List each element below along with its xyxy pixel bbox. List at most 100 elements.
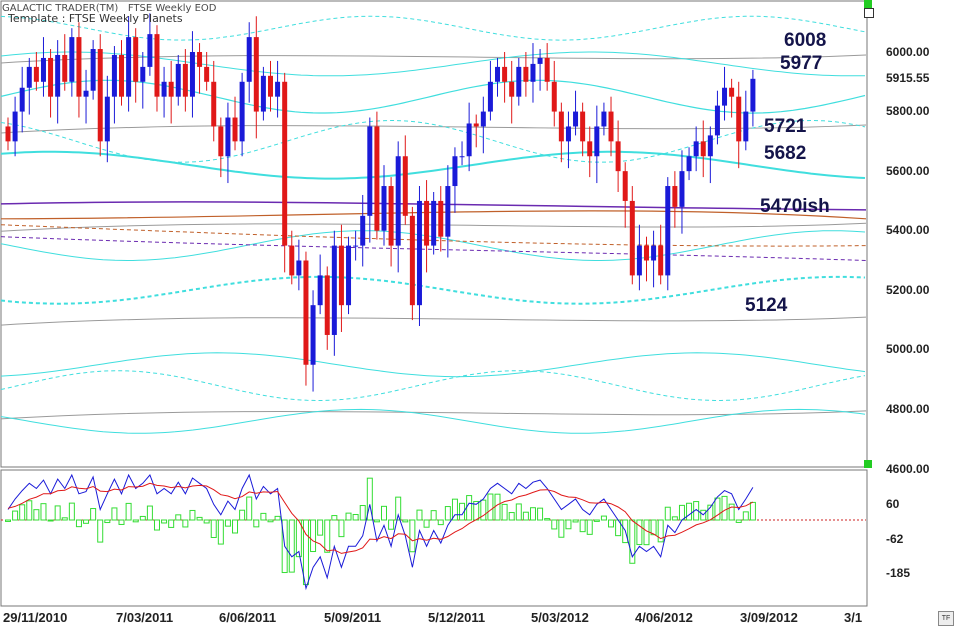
candle-body bbox=[275, 81, 281, 97]
date-tick: 29/11/2010 bbox=[3, 610, 68, 625]
macd-histogram-bar bbox=[253, 519, 260, 528]
macd-histogram-bar bbox=[359, 505, 366, 521]
macd-histogram-bar bbox=[650, 519, 657, 536]
level-label: 5682 bbox=[764, 143, 807, 164]
planet-line-cyan bbox=[1, 51, 866, 77]
candle-body bbox=[707, 135, 713, 157]
macd-histogram-bar bbox=[302, 519, 309, 586]
candle-body bbox=[544, 57, 550, 82]
macd-histogram-bar bbox=[423, 519, 430, 528]
candle-body bbox=[12, 111, 18, 142]
candle-body bbox=[133, 37, 139, 82]
date-tick: 5/09/2011 bbox=[324, 610, 382, 625]
price-tick: 5800.00 bbox=[886, 104, 930, 118]
candle-body bbox=[147, 34, 153, 67]
candle-body bbox=[119, 54, 125, 97]
candle-body bbox=[480, 111, 486, 127]
macd-histogram-bar bbox=[586, 519, 593, 535]
macd-histogram-bar bbox=[281, 519, 288, 574]
candle-body bbox=[5, 126, 11, 142]
macd-histogram-bar bbox=[373, 519, 380, 523]
macd-histogram-bar bbox=[451, 498, 458, 521]
planet-line-grey bbox=[1, 316, 867, 326]
candle-body bbox=[658, 245, 664, 276]
square-button-icon[interactable] bbox=[864, 8, 874, 18]
candle-body bbox=[445, 186, 451, 237]
macd-histogram-bar bbox=[480, 499, 487, 521]
candle-body bbox=[580, 111, 586, 142]
candle-body bbox=[537, 57, 543, 64]
signal-line bbox=[7, 482, 754, 554]
candle-body bbox=[90, 49, 96, 91]
macd-histogram-bar bbox=[522, 511, 529, 521]
macd-histogram-bar bbox=[68, 502, 75, 521]
macd-histogram-bar bbox=[260, 512, 267, 521]
candle-body bbox=[388, 186, 394, 246]
macd-histogram-bar bbox=[26, 500, 33, 521]
candle-body bbox=[608, 111, 614, 142]
macd-histogram-bar bbox=[430, 510, 437, 521]
price-tick: 5400.00 bbox=[886, 223, 930, 237]
date-tick: 3/09/2012 bbox=[740, 610, 798, 625]
candle-body bbox=[714, 105, 720, 136]
macd-histogram-bar bbox=[515, 503, 522, 521]
candle-body bbox=[495, 66, 501, 82]
candle-body bbox=[175, 63, 181, 97]
candle-body bbox=[218, 126, 224, 157]
macd-histogram-bar bbox=[402, 519, 409, 523]
macd-histogram-bar bbox=[444, 506, 451, 521]
planet-line-cyan bbox=[1, 79, 866, 114]
candle-body bbox=[331, 245, 337, 335]
candle-body bbox=[381, 186, 387, 231]
candle-body bbox=[565, 126, 571, 142]
candle-body bbox=[402, 156, 408, 216]
price-tick: 5200.00 bbox=[886, 283, 930, 297]
macd-histogram-bar bbox=[565, 519, 572, 530]
candle-body bbox=[19, 87, 25, 112]
green-marker-icon bbox=[864, 460, 872, 468]
macd-histogram-bar bbox=[437, 519, 444, 526]
candle-body bbox=[409, 215, 415, 306]
candle-body bbox=[416, 200, 422, 306]
macd-histogram-bar bbox=[529, 507, 536, 521]
macd-histogram-bar bbox=[90, 508, 97, 521]
macd-histogram-bar bbox=[295, 519, 302, 558]
candle-body bbox=[651, 245, 657, 261]
macd-histogram-bar bbox=[168, 519, 175, 528]
macd-histogram-bar bbox=[395, 496, 402, 521]
candle-body bbox=[33, 66, 39, 82]
macd-histogram-bar bbox=[274, 515, 281, 521]
green-marker-icon bbox=[864, 0, 872, 8]
macd-histogram-bar bbox=[203, 519, 210, 524]
candle-body bbox=[459, 156, 465, 158]
candle-body bbox=[516, 66, 522, 97]
macd-histogram-bar bbox=[381, 505, 387, 521]
macd-histogram-bar bbox=[338, 519, 345, 538]
candle-body bbox=[168, 81, 174, 97]
candle-body bbox=[622, 171, 628, 201]
macd-histogram-bar bbox=[175, 514, 182, 521]
macd-histogram-bar bbox=[345, 512, 352, 521]
macd-histogram-bar bbox=[189, 509, 196, 521]
candle-body bbox=[509, 81, 515, 97]
date-tick: 5/12/2011 bbox=[428, 610, 486, 625]
macd-histogram-bar bbox=[366, 477, 373, 521]
candle-body bbox=[679, 171, 685, 207]
indicator-tick: -185 bbox=[886, 566, 911, 580]
candle-body bbox=[438, 200, 444, 237]
macd-histogram-bar bbox=[111, 507, 118, 521]
candle-body bbox=[360, 215, 366, 246]
candle-body bbox=[346, 245, 352, 306]
candle-body bbox=[530, 63, 536, 82]
date-tick: 7/03/2011 bbox=[116, 610, 174, 625]
last-price: 5915.55 bbox=[886, 71, 930, 85]
macd-histogram-bar bbox=[558, 519, 565, 538]
tf-icon[interactable]: TF bbox=[938, 611, 954, 626]
macd-histogram-bar bbox=[267, 519, 274, 523]
macd-line bbox=[7, 473, 754, 591]
macd-histogram-bar bbox=[83, 519, 90, 524]
price-tick: 6000.00 bbox=[886, 45, 930, 59]
candle-body bbox=[594, 126, 600, 157]
macd-histogram-bar bbox=[232, 519, 239, 534]
